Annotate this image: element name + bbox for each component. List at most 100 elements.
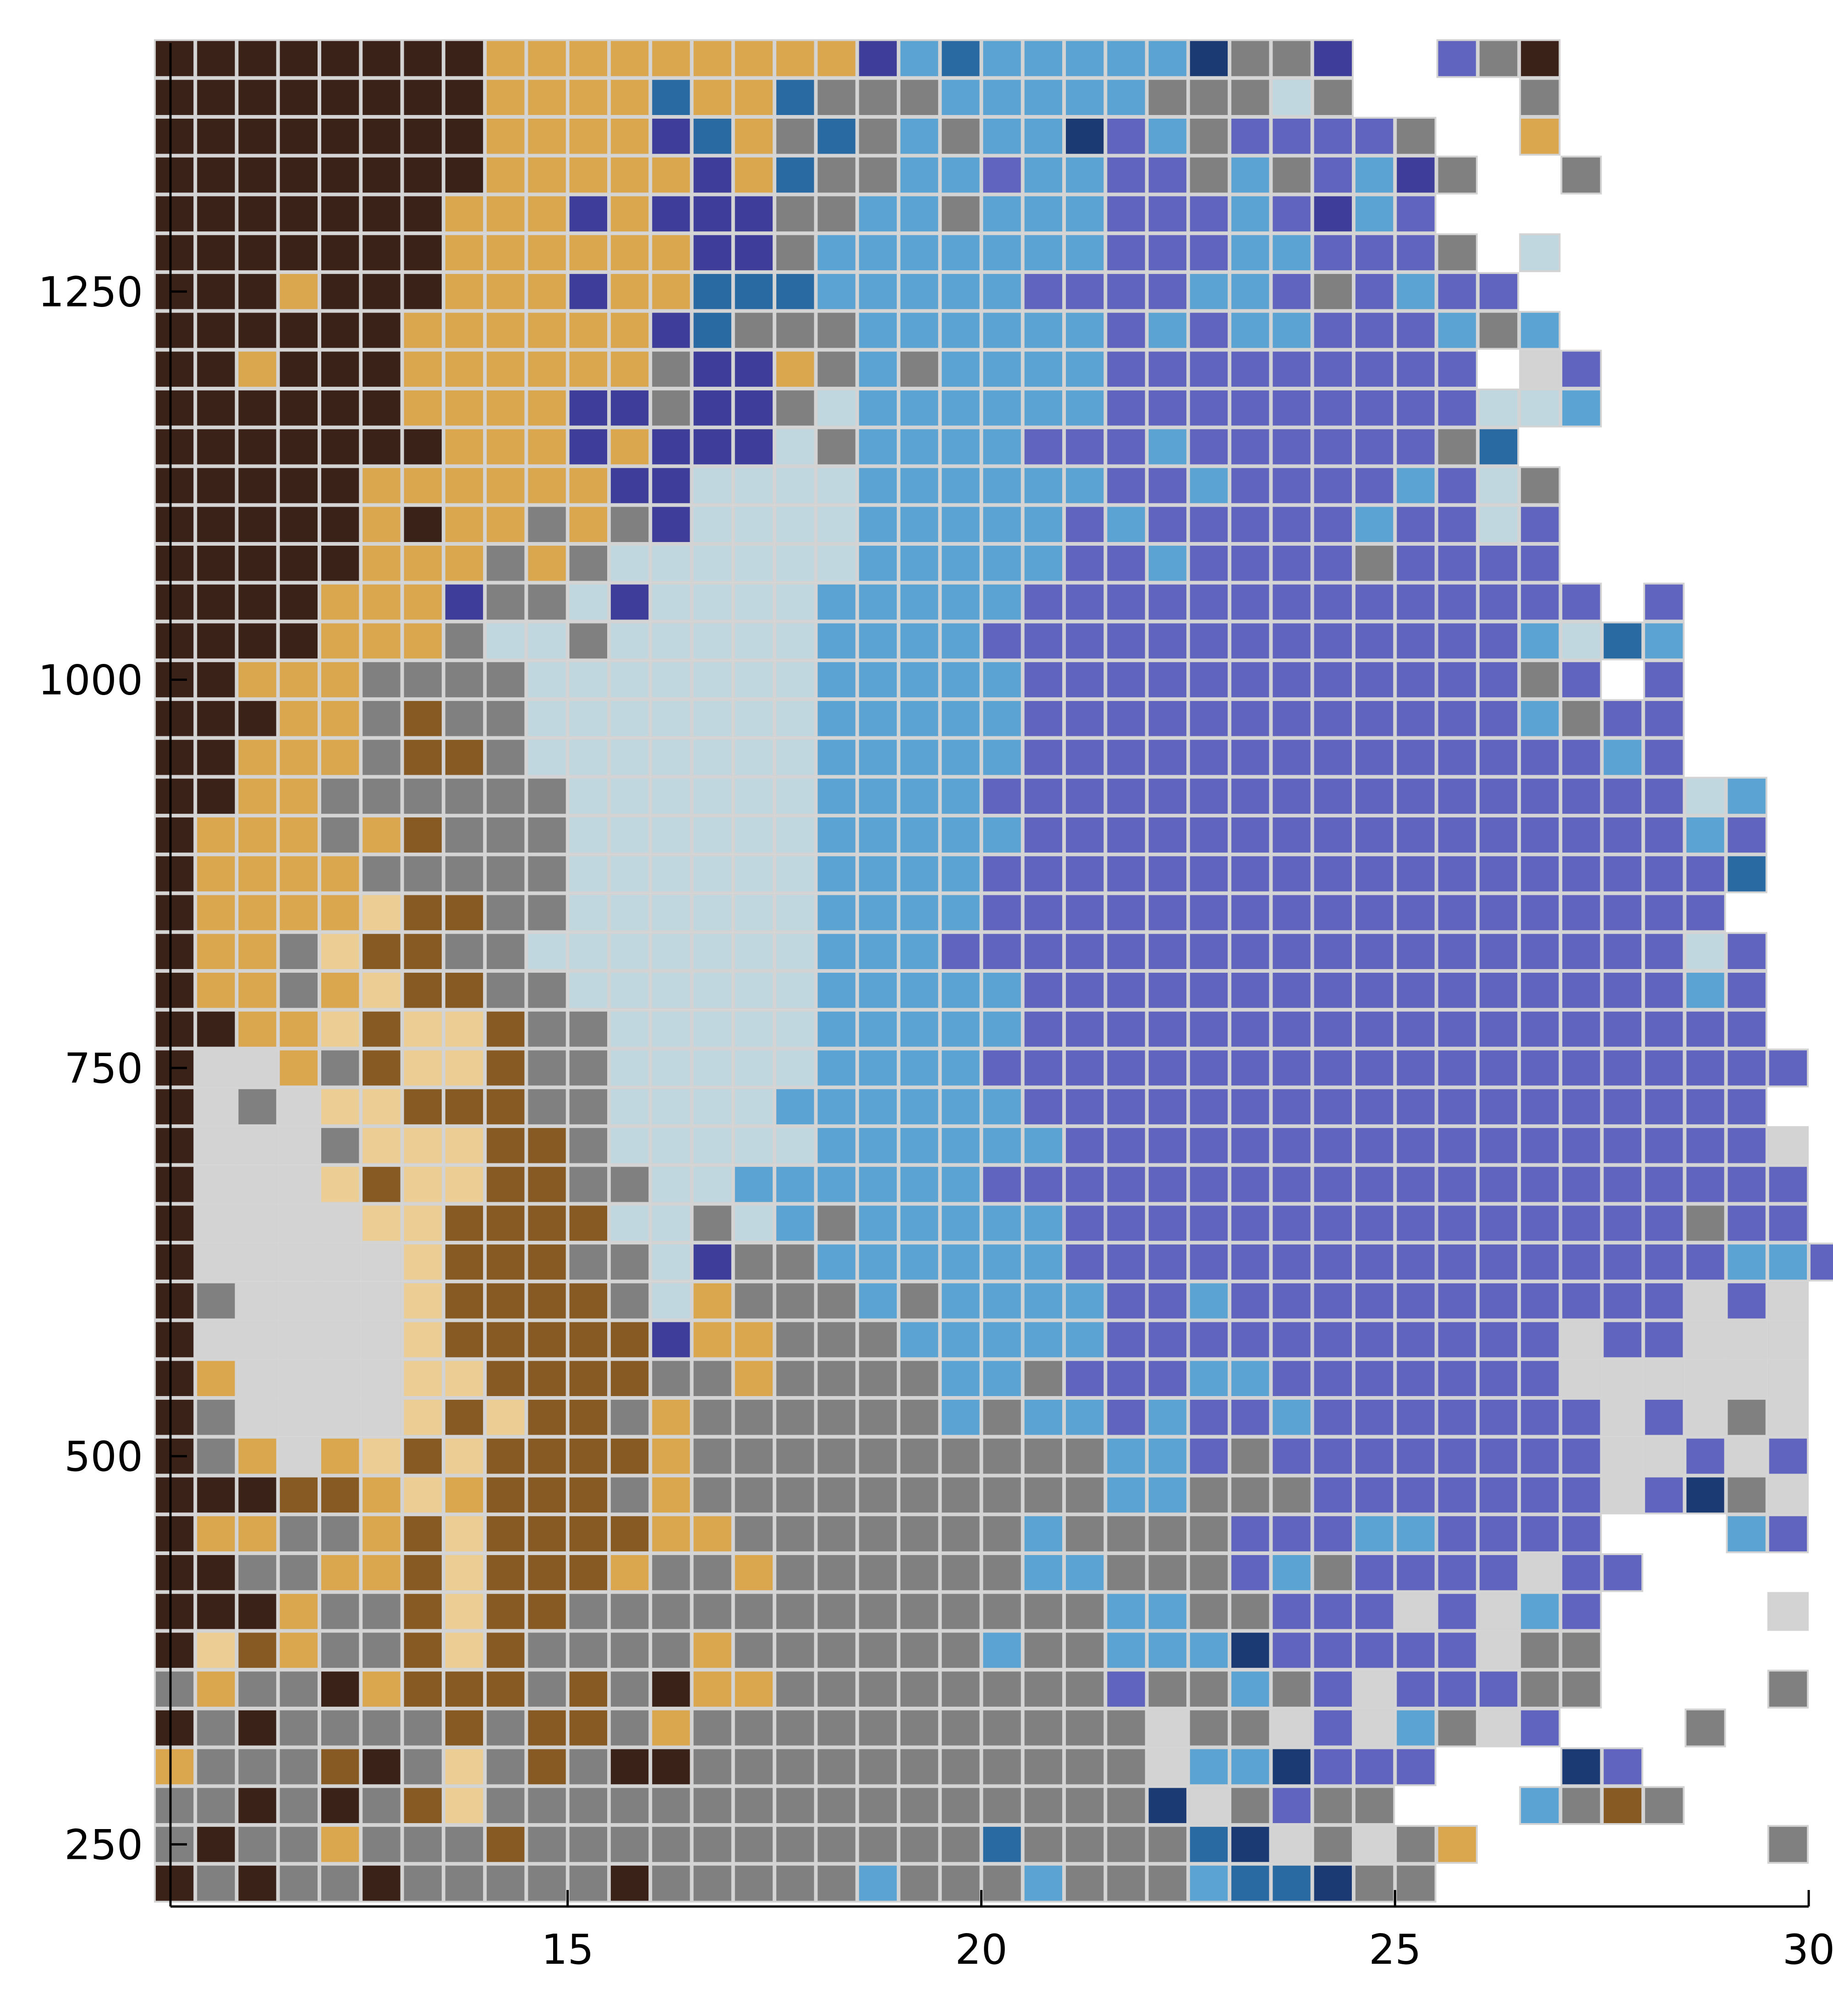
heatmap-cell <box>443 1514 485 1553</box>
heatmap-cell <box>1147 932 1188 971</box>
heatmap-cell <box>361 1670 402 1709</box>
heatmap-cell <box>195 1708 237 1748</box>
heatmap-cell <box>1229 1243 1271 1282</box>
heatmap-cell <box>898 699 940 738</box>
heatmap-cell <box>1436 932 1478 971</box>
heatmap-cell <box>1188 932 1230 971</box>
heatmap-cell <box>485 1631 527 1670</box>
heatmap-cell <box>1229 1320 1271 1359</box>
heatmap-cell <box>443 39 485 78</box>
heatmap-cell <box>691 660 733 699</box>
heatmap-cell <box>940 621 982 661</box>
heatmap-cell <box>1395 311 1437 350</box>
heatmap-cell <box>898 39 940 78</box>
heatmap-cell <box>940 854 982 893</box>
heatmap-cell <box>1353 1243 1395 1282</box>
heatmap-cell <box>1312 1436 1354 1476</box>
heatmap-cell <box>526 1825 568 1864</box>
heatmap-cell <box>154 1126 196 1165</box>
heatmap-cell <box>650 1048 692 1088</box>
heatmap-cell <box>940 1631 982 1670</box>
heatmap-cell <box>940 1786 982 1825</box>
heatmap-cell <box>1353 544 1395 583</box>
heatmap-cell <box>857 39 899 78</box>
heatmap-cell <box>567 1009 609 1049</box>
heatmap-cell <box>981 311 1023 350</box>
heatmap-cell <box>981 1514 1023 1553</box>
heatmap-cell <box>526 1553 568 1592</box>
heatmap-cell <box>691 311 733 350</box>
heatmap-cell <box>733 389 775 427</box>
heatmap-cell <box>1312 1126 1354 1165</box>
heatmap-cell <box>609 1048 651 1088</box>
heatmap-cell <box>319 1126 361 1165</box>
heatmap-cell <box>1188 427 1230 466</box>
heatmap-cell <box>526 39 568 78</box>
heatmap-cell <box>1188 78 1230 117</box>
heatmap-cell <box>1395 194 1437 234</box>
heatmap-cell <box>1602 1165 1643 1204</box>
heatmap-cell <box>1477 1320 1520 1359</box>
heatmap-cell <box>1643 1243 1685 1282</box>
heatmap-cell <box>733 1398 775 1437</box>
heatmap-cell <box>1436 311 1478 350</box>
heatmap-cell <box>857 1436 899 1476</box>
heatmap-cell <box>195 621 237 661</box>
heatmap-cell <box>1105 1631 1147 1670</box>
heatmap-cell <box>195 1436 237 1476</box>
heatmap-cell <box>1477 1048 1520 1088</box>
heatmap-cell <box>1560 816 1602 855</box>
heatmap-cell <box>1105 1243 1147 1282</box>
heatmap-cell <box>1271 660 1312 699</box>
heatmap-cell <box>1395 1670 1437 1709</box>
heatmap-cell <box>485 1359 527 1398</box>
heatmap-cell <box>1643 1009 1685 1049</box>
heatmap-cell <box>1560 1398 1602 1437</box>
heatmap-cell <box>236 816 278 855</box>
heatmap-cell <box>1188 1553 1230 1592</box>
heatmap-cell <box>857 1243 899 1282</box>
heatmap-cell <box>1560 1670 1602 1709</box>
heatmap-cell <box>898 1475 940 1515</box>
heatmap-cell <box>816 39 857 78</box>
heatmap-cell <box>1312 311 1354 350</box>
heatmap-cell <box>1312 777 1354 816</box>
heatmap-cell <box>1312 1825 1354 1864</box>
heatmap-cell <box>1022 233 1064 272</box>
heatmap-cell <box>485 350 527 389</box>
heatmap-cell <box>691 1009 733 1049</box>
heatmap-cell <box>154 155 196 195</box>
heatmap-cell <box>567 1243 609 1282</box>
heatmap-cell <box>278 1281 320 1320</box>
heatmap-cell <box>236 854 278 893</box>
heatmap-cell <box>443 1009 485 1049</box>
heatmap-cell <box>1477 1514 1520 1553</box>
heatmap-cell <box>898 1747 940 1786</box>
heatmap-cell <box>816 1359 857 1398</box>
heatmap-cell <box>236 777 278 816</box>
heatmap-cell <box>567 1592 609 1631</box>
heatmap-cell <box>236 505 278 544</box>
heatmap-cell <box>319 466 361 505</box>
heatmap-cell <box>981 777 1023 816</box>
heatmap-cell <box>1229 621 1271 661</box>
heatmap-cell <box>1105 1747 1147 1786</box>
heatmap-cell <box>691 1087 733 1126</box>
heatmap-cell <box>1726 1281 1767 1320</box>
heatmap-cell <box>154 117 196 156</box>
heatmap-cell <box>526 1786 568 1825</box>
heatmap-cell <box>1271 1786 1312 1825</box>
heatmap-cell <box>1395 1048 1437 1088</box>
heatmap-cell <box>857 1786 899 1825</box>
heatmap-cell <box>361 1243 402 1282</box>
heatmap-cell <box>857 1553 899 1592</box>
heatmap-cell <box>236 893 278 932</box>
heatmap-cell <box>154 194 196 234</box>
heatmap-cell <box>1229 1087 1271 1126</box>
heatmap-cell <box>1395 1475 1437 1515</box>
heatmap-cell <box>1105 738 1147 777</box>
heatmap-cell <box>691 893 733 932</box>
heatmap-cell <box>361 389 402 427</box>
heatmap-cell <box>1436 854 1478 893</box>
heatmap-cell <box>278 1320 320 1359</box>
